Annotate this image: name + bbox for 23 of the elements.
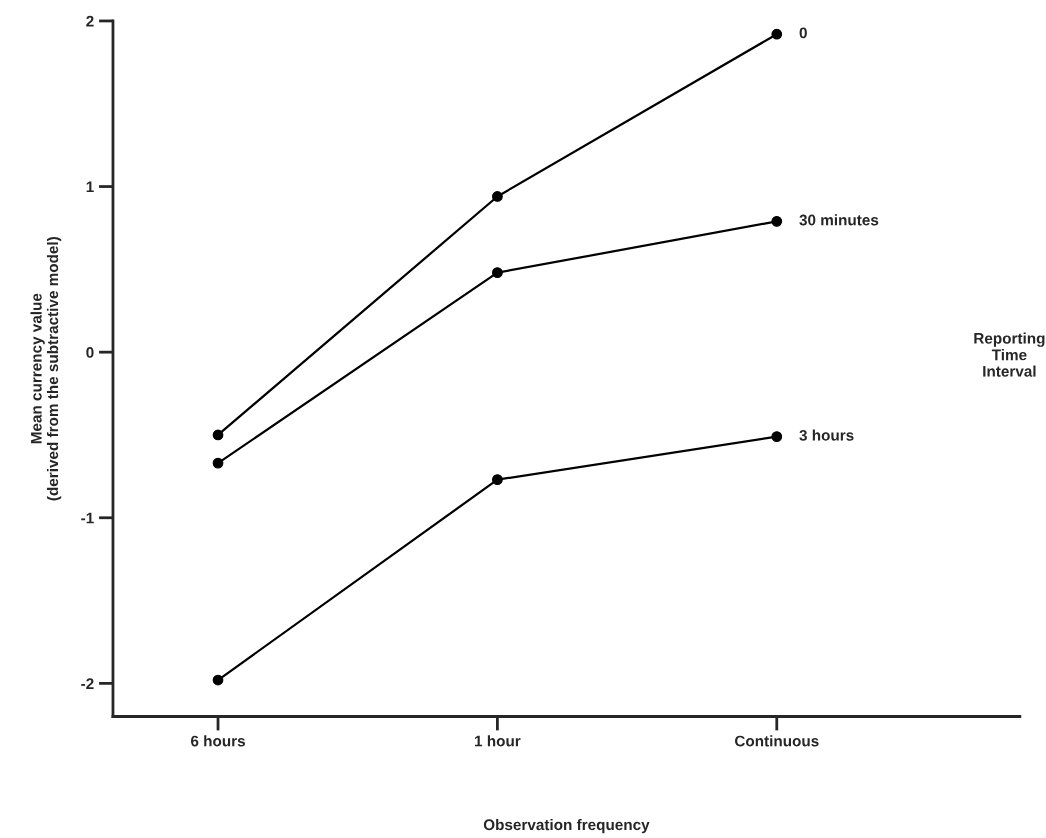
legend-title: Reporting Time Interval xyxy=(974,332,1045,377)
series-label: 30 minutes xyxy=(799,214,879,226)
y-tick-label: 0 xyxy=(86,347,94,358)
point xyxy=(771,28,783,40)
point xyxy=(492,474,503,486)
y-tick-label: 1 xyxy=(86,181,94,193)
y-axis-title: Mean currency value (derived from the subtractive model) xyxy=(30,237,62,501)
y-tick-label: -1 xyxy=(81,512,94,524)
series-label: 3 hours xyxy=(799,429,854,441)
y-tick-label: 2 xyxy=(86,15,94,27)
point xyxy=(771,215,783,227)
series-label: 0 xyxy=(799,27,807,39)
point xyxy=(212,674,224,686)
x-tick-label: Continuous xyxy=(734,735,819,747)
point xyxy=(212,429,224,441)
point xyxy=(771,431,783,442)
point xyxy=(492,267,503,279)
point xyxy=(492,191,503,202)
x-axis-title: Observation frequency xyxy=(483,818,650,834)
y-tick-label: -2 xyxy=(81,678,94,689)
x-tick-label: 1 hour xyxy=(475,735,521,747)
x-tick-label: 6 hours xyxy=(190,735,245,747)
point xyxy=(212,457,224,469)
